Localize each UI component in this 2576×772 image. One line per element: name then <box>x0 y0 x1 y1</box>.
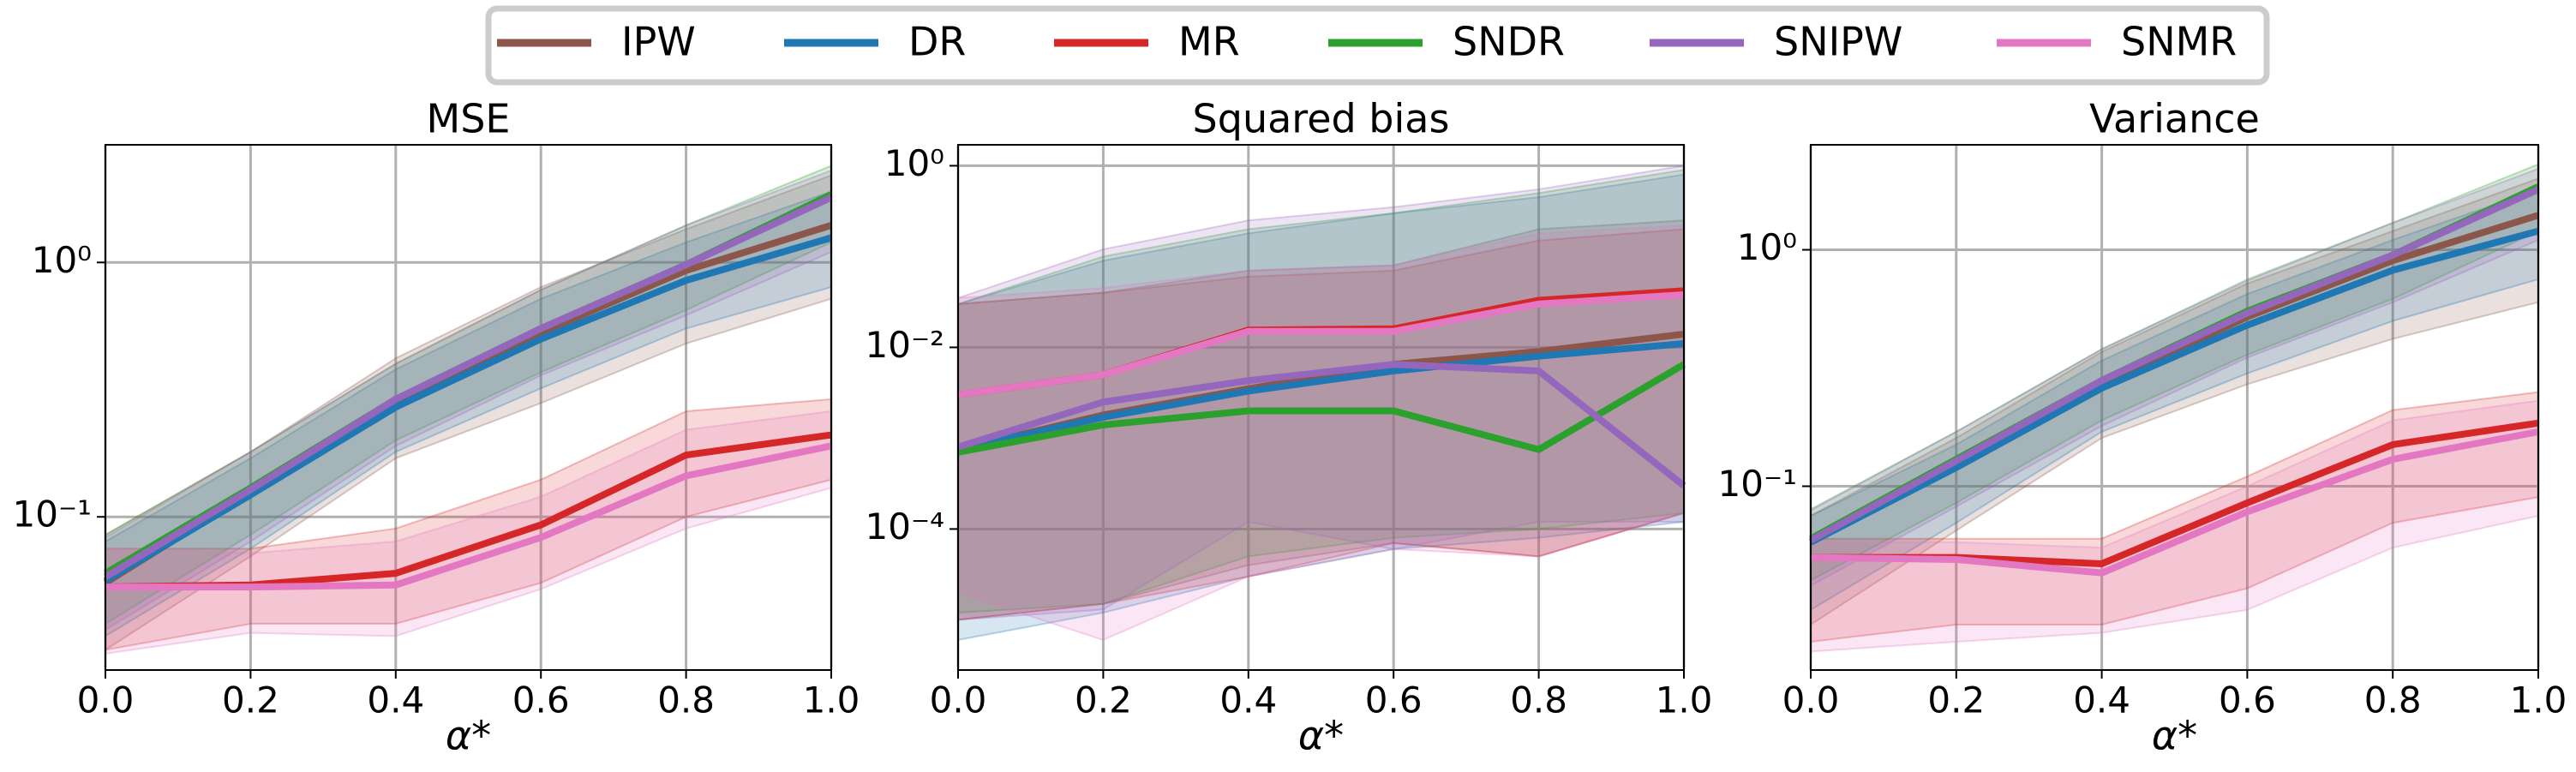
y-tick-label: 10⁻¹ <box>1718 463 1797 505</box>
x-tick-label: 0.6 <box>1365 679 1423 721</box>
x-axis-label: α* <box>446 713 491 759</box>
series-line <box>105 442 832 591</box>
y-tick-label: 10⁻¹ <box>13 494 92 536</box>
chart-title: Variance <box>2089 96 2260 142</box>
legend-label: SNDR <box>1453 19 1565 65</box>
x-tick-label: 0.4 <box>367 679 424 721</box>
x-axis-label: α* <box>2152 713 2197 759</box>
x-tick-label: 0.8 <box>657 679 715 721</box>
y-tick-label: 10⁻⁴ <box>866 506 944 548</box>
x-tick-label: 0.6 <box>2219 679 2276 721</box>
x-tick-label: 1.0 <box>1656 679 1713 721</box>
legend-label: SNIPW <box>1774 19 1902 65</box>
series-line <box>1809 186 2540 544</box>
x-tick-label: 0.0 <box>930 679 987 721</box>
legend-label: SNMR <box>2121 19 2237 65</box>
y-tick-label: 10⁰ <box>1737 226 1797 268</box>
series-line <box>1809 227 2540 546</box>
series-line <box>956 361 1686 488</box>
series-line <box>957 290 1685 398</box>
x-axis-label: α* <box>1298 713 1344 759</box>
x-tick-label: 0.0 <box>77 679 135 721</box>
x-tick-label: 0.8 <box>2364 679 2422 721</box>
chart-title: MSE <box>427 96 511 142</box>
x-tick-label: 0.8 <box>1510 679 1567 721</box>
x-tick-label: 0.4 <box>2073 679 2130 721</box>
y-tick-label: 10⁻² <box>866 324 944 366</box>
x-tick-label: 0.4 <box>1219 679 1277 721</box>
x-tick-label: 1.0 <box>803 679 860 721</box>
plot-frame <box>105 144 832 671</box>
plot-frame <box>1810 144 2539 671</box>
plot-frame <box>957 144 1685 671</box>
x-tick-label: 1.0 <box>2510 679 2567 721</box>
x-tick-label: 0.0 <box>1782 679 1840 721</box>
series-line <box>103 194 833 580</box>
series-line <box>957 361 1686 456</box>
chart-title: Squared bias <box>1193 96 1450 142</box>
x-tick-label: 0.2 <box>222 679 279 721</box>
y-tick-label: 10⁰ <box>32 239 92 281</box>
legend-label: MR <box>1178 19 1240 65</box>
legend-label: IPW <box>621 19 696 65</box>
plot-area <box>1811 145 2538 670</box>
x-tick-label: 0.6 <box>512 679 570 721</box>
series-line <box>957 340 1685 453</box>
x-tick-label: 0.2 <box>1075 679 1132 721</box>
legend-label: DR <box>908 19 966 65</box>
x-tick-label: 0.2 <box>1927 679 1985 721</box>
y-tick-label: 10⁰ <box>884 142 944 184</box>
series-line <box>103 234 833 584</box>
series-line <box>1810 428 2539 577</box>
